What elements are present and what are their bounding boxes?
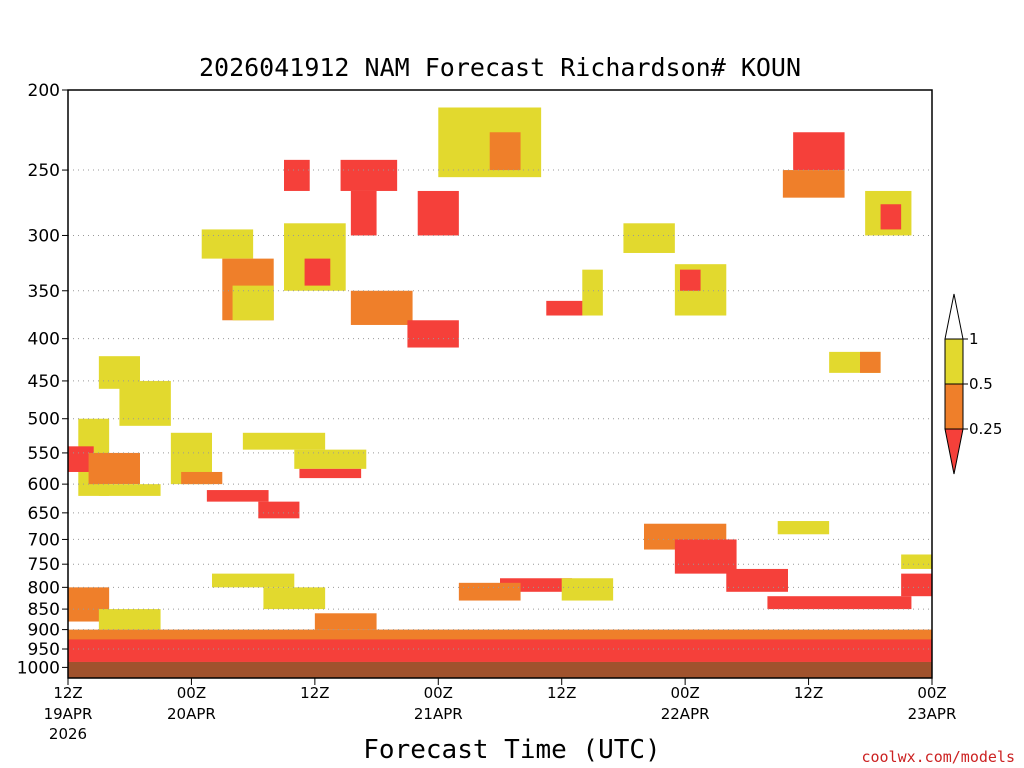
- y-tick-label: 600: [28, 475, 60, 495]
- ri-region-mid: [458, 582, 521, 601]
- x-tick-time: 12Z: [794, 684, 823, 702]
- x-tick-year: 2026: [49, 725, 87, 743]
- ri-region-low: [674, 539, 737, 574]
- ri-region-high: [98, 484, 161, 496]
- y-tick-label: 700: [28, 530, 60, 550]
- x-tick-date: 20APR: [167, 705, 216, 723]
- legend-bin-yellow: [944, 338, 964, 385]
- y-tick-label: 350: [28, 282, 60, 302]
- y-tick-label: 300: [28, 226, 60, 246]
- x-tick-time: 00Z: [177, 684, 206, 702]
- y-tick-label: 950: [28, 640, 60, 660]
- ri-region-low: [417, 190, 459, 236]
- pressure-gridlines: [68, 169, 932, 668]
- x-tick-time: 00Z: [917, 684, 946, 702]
- y-tick-label: 200: [28, 81, 60, 101]
- ri-region-low: [546, 300, 588, 316]
- legend-label: 0.5: [969, 375, 993, 393]
- legend-bin-red-triangle: [944, 428, 964, 475]
- ri-region-mid: [181, 471, 223, 485]
- ri-region-high: [263, 587, 326, 610]
- ri-region-low: [68, 637, 932, 662]
- y-tick-label: 550: [28, 444, 60, 464]
- ri-region-low: [284, 159, 310, 191]
- y-axis: 200 250 300 350 400 450 500 550 600 650 700 750 8008…: [17, 81, 68, 678]
- ri-region-high: [582, 269, 603, 316]
- ri-region-high: [201, 229, 254, 259]
- ri-region-high: [438, 107, 542, 178]
- ri-region-high: [901, 554, 932, 569]
- x-tick-date: 22APR: [661, 705, 710, 723]
- x-axis: 12Z 19APR 2026 00Z 20APR 12Z 00Z 21APR 12Z 00Z 22A…: [44, 678, 957, 743]
- y-tick-label: 850: [28, 600, 60, 620]
- ground-layer: [68, 661, 932, 678]
- y-tick-label: 800: [28, 578, 60, 598]
- x-tick-time: 12Z: [300, 684, 329, 702]
- y-tick-label: 400: [28, 330, 60, 350]
- chart-title: 2026041912 NAM Forecast Richardson# KOUN: [199, 53, 801, 82]
- credit-text[interactable]: coolwx.com/models: [861, 748, 1015, 766]
- heatmap-cells: [68, 107, 932, 662]
- y-tick-label: 650: [28, 504, 60, 524]
- ri-region-low: [340, 159, 398, 191]
- ri-region-low: [726, 568, 788, 592]
- x-tick-time: 00Z: [670, 684, 699, 702]
- y-tick-label: 1000: [17, 658, 60, 678]
- ri-region-low: [350, 190, 377, 236]
- x-tick-date: 19APR: [44, 705, 93, 723]
- ri-region-mid: [350, 290, 413, 325]
- plot-frame: [67, 89, 933, 679]
- legend-label: 1: [969, 330, 979, 348]
- x-axis-label: Forecast Time (UTC): [363, 735, 660, 765]
- ri-region-high: [242, 432, 326, 450]
- x-tick-time: 00Z: [424, 684, 453, 702]
- ri-region-low: [299, 468, 362, 479]
- y-tick-label: 250: [28, 161, 60, 181]
- ri-region-low: [793, 132, 845, 171]
- ground-fill: [68, 661, 932, 678]
- ri-region-mid: [68, 629, 932, 640]
- x-tick-time: 12Z: [53, 684, 82, 702]
- ri-region-low: [880, 204, 902, 230]
- ri-region-mid: [860, 351, 881, 373]
- ri-region-high: [294, 449, 367, 469]
- ri-region-high: [232, 285, 274, 321]
- y-tick-label: 900: [28, 621, 60, 641]
- y-tick-label: 500: [28, 410, 60, 430]
- x-tick-time: 12Z: [547, 684, 576, 702]
- ri-region-low: [304, 258, 331, 286]
- y-tick-label: 450: [28, 372, 60, 392]
- ri-region-high: [561, 578, 614, 601]
- ri-region-high: [98, 609, 161, 630]
- ri-region-high: [623, 223, 675, 253]
- ri-region-low: [680, 269, 701, 291]
- ri-region-mid: [489, 132, 521, 171]
- ri-region-mid: [782, 170, 845, 198]
- ri-region-low: [767, 596, 912, 610]
- y-tick-label: 750: [28, 555, 60, 575]
- x-tick-date: 21APR: [414, 705, 463, 723]
- ri-region-low: [901, 573, 932, 597]
- legend-label: 0.25: [969, 420, 1002, 438]
- ri-region-low: [258, 501, 300, 519]
- legend-bin-orange: [944, 383, 964, 430]
- x-tick-date: 23APR: [908, 705, 957, 723]
- ri-region-low: [407, 320, 459, 348]
- ri-region-mid: [88, 452, 140, 485]
- ri-region-low: [206, 490, 269, 502]
- ri-region-high: [212, 573, 295, 588]
- color-legend: 1 0.5 0.25: [944, 293, 1002, 475]
- ri-region-mid: [314, 613, 377, 630]
- ri-region-high: [777, 521, 830, 535]
